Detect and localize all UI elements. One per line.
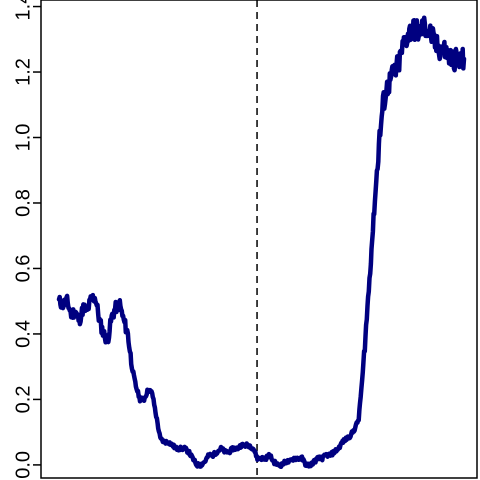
y-tick-label: 1.2 <box>12 58 34 86</box>
y-tick-label: 0.2 <box>12 386 34 414</box>
y-axis: 0.0 0.2 0.4 0.6 0.8 1.0 1.2 1.4 <box>12 0 41 479</box>
y-tick-label: 0.6 <box>12 255 34 283</box>
y-tick-label: 1.4 <box>12 0 34 20</box>
y-tick-label: 0.8 <box>12 189 34 217</box>
y-tick-label: 0.4 <box>12 320 34 348</box>
y-tick-label: 1.0 <box>12 124 34 152</box>
plot-frame <box>40 0 478 479</box>
series-line <box>56 15 467 470</box>
y-tick-label: 0.0 <box>12 451 34 479</box>
